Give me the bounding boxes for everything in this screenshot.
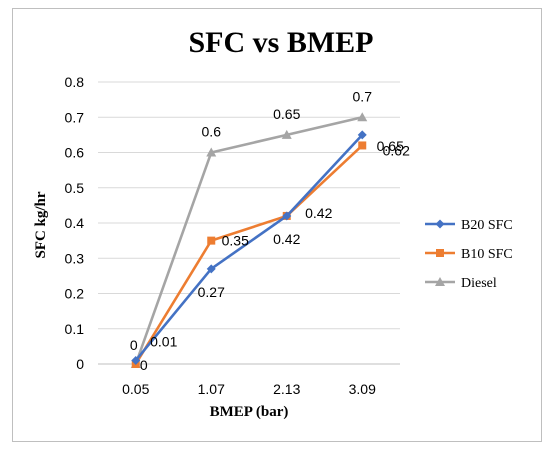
data-label: 0 bbox=[140, 357, 148, 373]
legend-label: B10 SFC bbox=[461, 247, 513, 262]
data-label: 0.27 bbox=[198, 284, 225, 300]
x-tick-label: 2.13 bbox=[273, 381, 300, 397]
y-tick-label: 0.4 bbox=[65, 215, 85, 231]
data-labels: 0.01 0.27 0.42 0.65 0 0.35 0.42 0.62 0 0.6 0.65 0.7 bbox=[130, 88, 410, 373]
data-point bbox=[206, 264, 216, 274]
y-tick-label: 0.1 bbox=[65, 321, 85, 337]
series-group bbox=[130, 112, 368, 368]
data-label: 0.35 bbox=[222, 233, 249, 249]
y-tick-label: 0.2 bbox=[65, 286, 85, 302]
data-point bbox=[281, 129, 292, 139]
data-label: 0.42 bbox=[305, 205, 332, 221]
y-tick-label: 0.3 bbox=[65, 250, 85, 266]
data-label: 0.65 bbox=[273, 106, 300, 122]
legend-marker bbox=[435, 277, 445, 286]
chart-title: SFC vs BMEP bbox=[188, 26, 373, 59]
data-label: 0.6 bbox=[202, 124, 222, 140]
data-point bbox=[357, 130, 367, 140]
y-tick-labels: 0 0.1 0.2 0.3 0.4 0.5 0.6 0.7 0.8 bbox=[65, 74, 85, 372]
data-point bbox=[357, 112, 368, 122]
series-line bbox=[134, 144, 364, 365]
y-tick-label: 0.6 bbox=[65, 145, 85, 161]
y-tick-label: 0 bbox=[76, 356, 84, 372]
data-label: 0.65 bbox=[377, 138, 404, 154]
legend-label: Diesel bbox=[461, 276, 497, 291]
x-tick-label: 1.07 bbox=[198, 381, 225, 397]
x-tick-labels: 0.05 1.07 2.13 3.09 bbox=[122, 381, 376, 397]
x-axis-title: BMEP (bar) bbox=[210, 404, 289, 420]
x-tick-label: 0.05 bbox=[122, 381, 149, 397]
data-point bbox=[131, 355, 141, 365]
y-axis-title: SFC kg/hr bbox=[33, 191, 49, 258]
x-tick-label: 3.09 bbox=[349, 381, 376, 397]
data-label: 0.42 bbox=[273, 231, 300, 247]
data-label: 0.01 bbox=[150, 333, 177, 349]
data-point bbox=[207, 236, 216, 245]
data-label: 0.62 bbox=[383, 142, 410, 158]
legend: B20 SFC B10 SFC Diesel bbox=[425, 218, 513, 291]
legend-marker bbox=[436, 249, 444, 257]
data-label: 0 bbox=[130, 337, 138, 353]
series-line bbox=[134, 133, 364, 362]
data-point bbox=[282, 211, 292, 221]
y-tick-label: 0.8 bbox=[65, 74, 85, 90]
data-point bbox=[206, 147, 217, 157]
grid-lines bbox=[98, 81, 400, 365]
data-point bbox=[358, 141, 367, 150]
data-label: 0.7 bbox=[353, 88, 373, 104]
series-line bbox=[134, 115, 363, 365]
legend-label: B20 SFC bbox=[461, 218, 513, 233]
y-tick-label: 0.7 bbox=[65, 109, 85, 125]
y-tick-label: 0.5 bbox=[65, 180, 85, 196]
legend-marker bbox=[435, 219, 445, 229]
